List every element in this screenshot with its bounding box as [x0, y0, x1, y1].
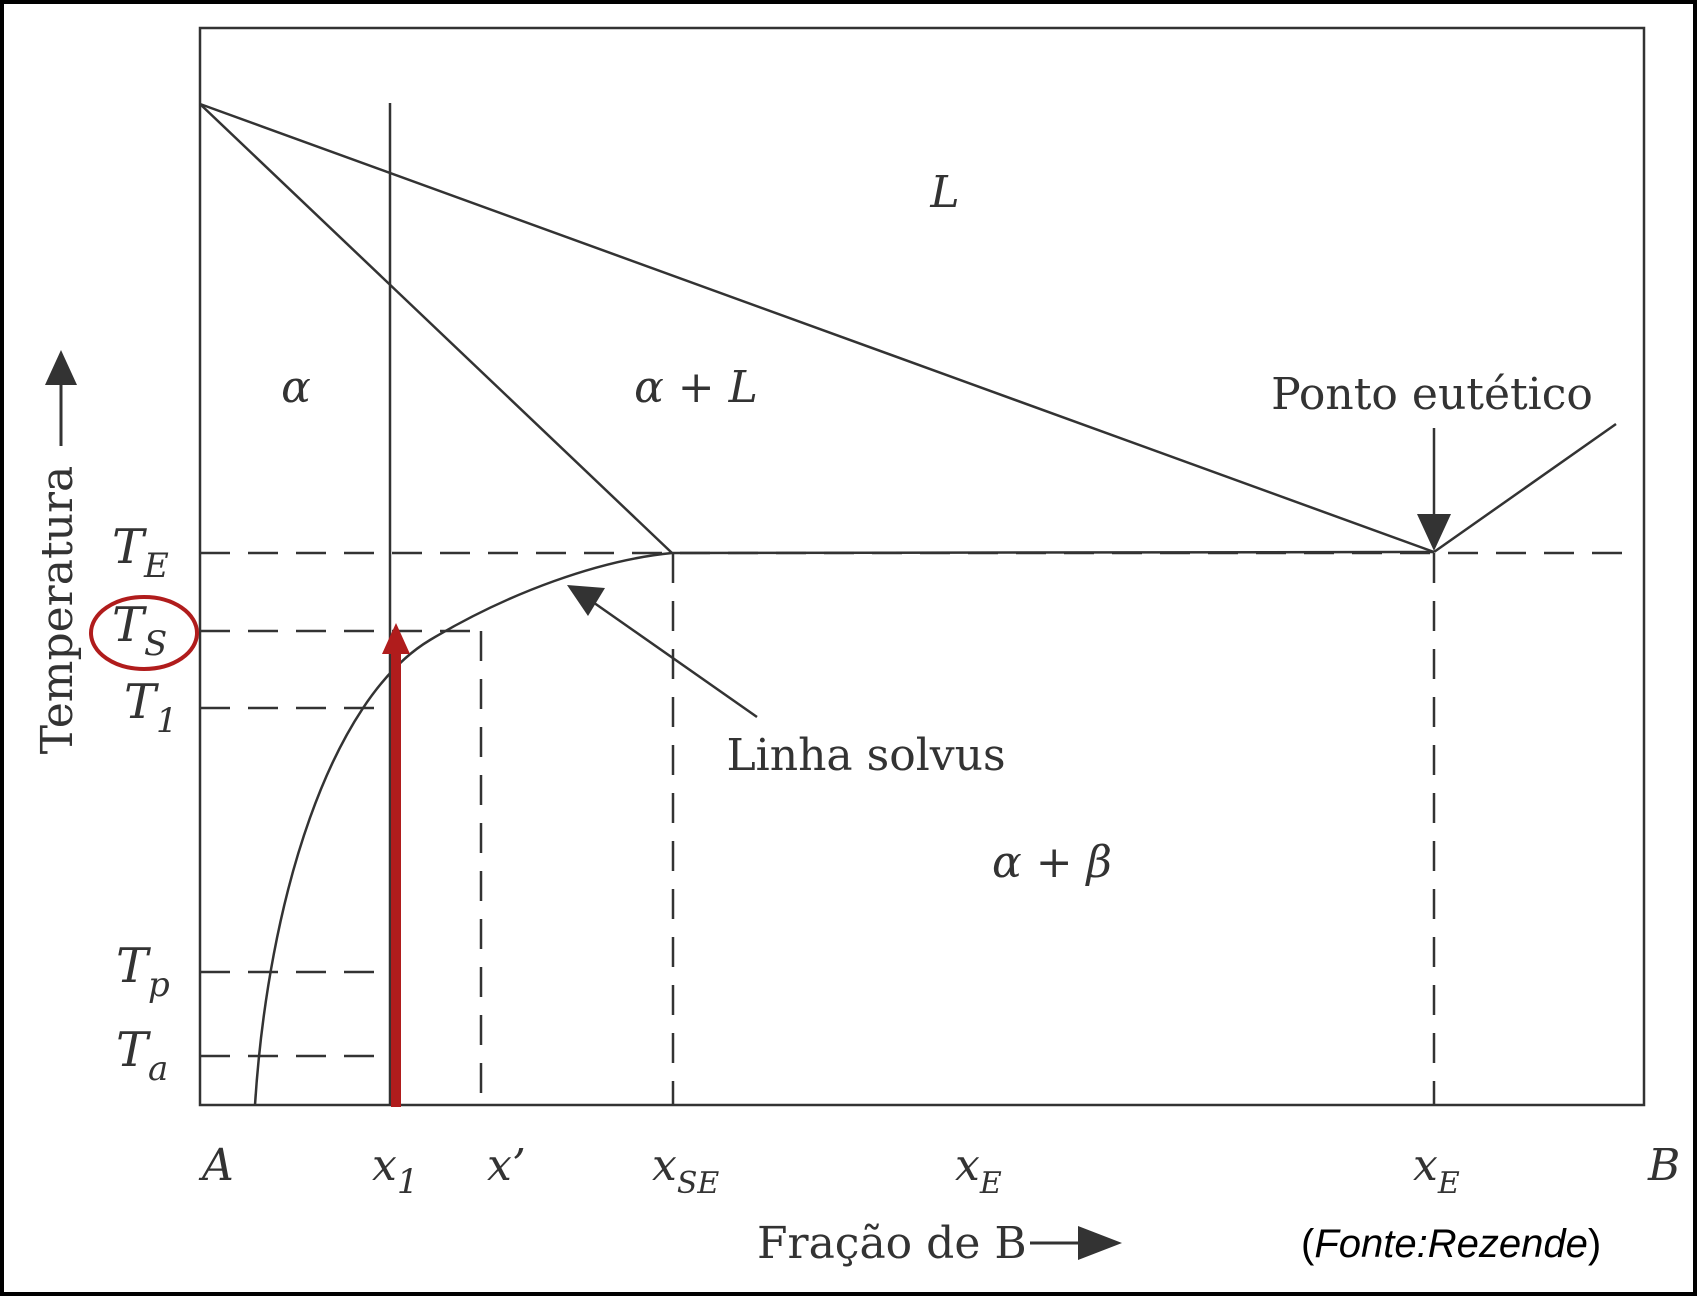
tick-xe-middle: xE — [955, 1140, 1002, 1201]
tick-xe-right: xE — [1413, 1140, 1460, 1201]
tick-ts: TS — [112, 597, 167, 664]
eutectic-arrow-head — [1417, 514, 1451, 551]
x-axis-arrow-head — [1078, 1226, 1122, 1260]
phase-label-liquid: L — [929, 167, 959, 218]
ts-highlight-ellipse — [89, 595, 199, 671]
phase-label-alpha-beta: α + β — [992, 837, 1112, 888]
cooling-path-arrow-head — [382, 623, 410, 654]
solidus-line — [199, 103, 673, 554]
tick-te: TE — [112, 519, 169, 586]
solvus-arrow-shaft — [589, 598, 758, 719]
phase-label-alpha-liquid: α + L — [634, 362, 758, 413]
plot-box — [198, 26, 1646, 1107]
phase-label-alpha: α — [281, 362, 311, 413]
tick-x1: x1 — [372, 1140, 418, 1202]
x-axis-label: Fração de B — [757, 1218, 1027, 1269]
tick-xse: xSE — [652, 1140, 719, 1201]
tick-xprime: x’ — [487, 1140, 526, 1191]
liquidus-line — [199, 102, 1435, 554]
y-axis-arrow-head — [45, 350, 77, 385]
y-axis-label: Temperatura — [32, 466, 83, 754]
tick-t1: T1 — [124, 674, 178, 741]
tick-tp: Tp — [116, 938, 170, 1005]
source-caption: (Fonte:Rezende) — [1301, 1222, 1601, 1266]
tick-ta: Ta — [116, 1022, 168, 1089]
tick-a: A — [198, 1140, 234, 1191]
solvus-line-label: Linha solvus — [726, 730, 1005, 781]
solvus-arrow-head — [567, 585, 605, 616]
eutectic-point-label: Ponto eutético — [1271, 369, 1593, 420]
liquidus-right-line — [1433, 422, 1617, 554]
dashed-guides — [200, 551, 1640, 1105]
tick-b: B — [1647, 1140, 1680, 1191]
